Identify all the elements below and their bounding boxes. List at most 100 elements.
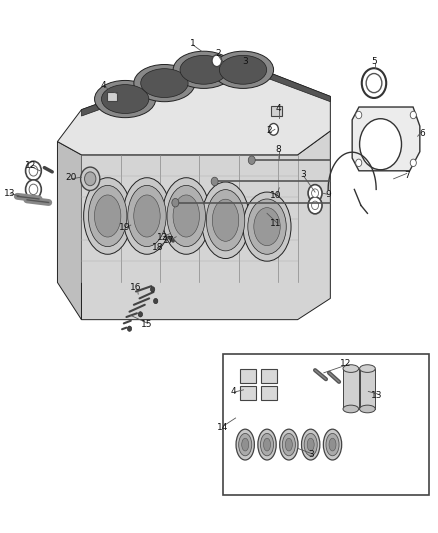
Circle shape (356, 111, 362, 119)
Circle shape (410, 111, 417, 119)
Ellipse shape (128, 185, 166, 247)
Ellipse shape (264, 438, 271, 451)
Circle shape (150, 287, 155, 292)
Text: 12: 12 (25, 161, 36, 170)
Circle shape (172, 198, 179, 207)
Ellipse shape (261, 433, 274, 456)
Ellipse shape (248, 199, 286, 254)
Text: 12: 12 (156, 233, 168, 242)
Polygon shape (81, 131, 330, 320)
Bar (223, 354, 428, 495)
Text: 14: 14 (217, 423, 228, 432)
Circle shape (308, 197, 322, 214)
Text: 3: 3 (242, 58, 248, 66)
Ellipse shape (301, 429, 320, 460)
Text: 16: 16 (130, 283, 142, 292)
Ellipse shape (206, 190, 245, 251)
Ellipse shape (343, 365, 359, 373)
Ellipse shape (343, 405, 359, 413)
Ellipse shape (323, 429, 342, 460)
Ellipse shape (134, 195, 160, 237)
Text: 18: 18 (152, 244, 164, 253)
Ellipse shape (173, 195, 199, 237)
Ellipse shape (360, 405, 375, 413)
Ellipse shape (173, 51, 234, 88)
Circle shape (269, 124, 279, 135)
Text: 4: 4 (100, 81, 106, 90)
Text: 1: 1 (190, 39, 196, 48)
Circle shape (81, 167, 100, 190)
Ellipse shape (212, 51, 274, 88)
Ellipse shape (167, 185, 205, 247)
Bar (272, 107, 282, 116)
Circle shape (366, 74, 382, 93)
Ellipse shape (180, 55, 227, 84)
Text: 7: 7 (404, 171, 410, 180)
Ellipse shape (283, 433, 295, 456)
Ellipse shape (95, 80, 155, 118)
Ellipse shape (123, 177, 171, 254)
Circle shape (308, 184, 322, 201)
Ellipse shape (236, 429, 254, 460)
Circle shape (311, 189, 318, 197)
Text: 2: 2 (215, 50, 220, 58)
Ellipse shape (84, 177, 132, 254)
Bar (261, 385, 277, 400)
Circle shape (362, 68, 386, 98)
Ellipse shape (360, 365, 375, 373)
Circle shape (25, 161, 41, 180)
Ellipse shape (304, 433, 317, 456)
Polygon shape (57, 142, 81, 320)
Text: 19: 19 (120, 223, 131, 232)
Text: 20: 20 (65, 173, 76, 182)
Circle shape (410, 159, 417, 166)
Bar (107, 92, 117, 101)
Circle shape (212, 55, 222, 67)
Text: 13: 13 (371, 391, 383, 400)
Ellipse shape (162, 177, 210, 254)
Ellipse shape (243, 192, 291, 261)
Circle shape (85, 172, 96, 185)
Bar (360, 368, 375, 409)
Ellipse shape (254, 208, 280, 246)
Text: 17: 17 (163, 237, 174, 246)
Ellipse shape (329, 438, 336, 451)
Bar (240, 368, 256, 383)
Text: 4: 4 (276, 103, 281, 112)
Text: 10: 10 (270, 191, 282, 200)
Ellipse shape (219, 55, 267, 84)
Circle shape (29, 166, 38, 176)
Circle shape (29, 184, 38, 195)
Text: 8: 8 (275, 145, 281, 154)
Ellipse shape (307, 438, 314, 451)
Ellipse shape (95, 195, 121, 237)
Bar (240, 385, 256, 400)
Bar (261, 368, 277, 383)
Ellipse shape (280, 429, 298, 460)
Text: 2: 2 (266, 126, 272, 135)
Circle shape (360, 119, 402, 169)
Bar (343, 368, 359, 409)
Ellipse shape (258, 429, 276, 460)
Polygon shape (57, 56, 330, 155)
Ellipse shape (201, 182, 250, 259)
Circle shape (211, 177, 218, 185)
Text: 13: 13 (4, 189, 15, 198)
Ellipse shape (88, 185, 127, 247)
Circle shape (127, 326, 132, 332)
Text: 15: 15 (141, 320, 153, 329)
Text: 4: 4 (231, 387, 237, 397)
Polygon shape (352, 107, 420, 171)
Ellipse shape (242, 438, 249, 451)
Text: 12: 12 (340, 359, 351, 368)
Ellipse shape (141, 69, 188, 98)
Text: 5: 5 (371, 58, 377, 66)
Circle shape (153, 298, 158, 304)
Circle shape (138, 312, 143, 317)
Text: 3: 3 (308, 450, 314, 459)
Circle shape (356, 159, 362, 166)
Text: 3: 3 (300, 170, 306, 179)
Polygon shape (81, 56, 330, 116)
Text: 9: 9 (325, 190, 331, 199)
Circle shape (25, 180, 41, 199)
